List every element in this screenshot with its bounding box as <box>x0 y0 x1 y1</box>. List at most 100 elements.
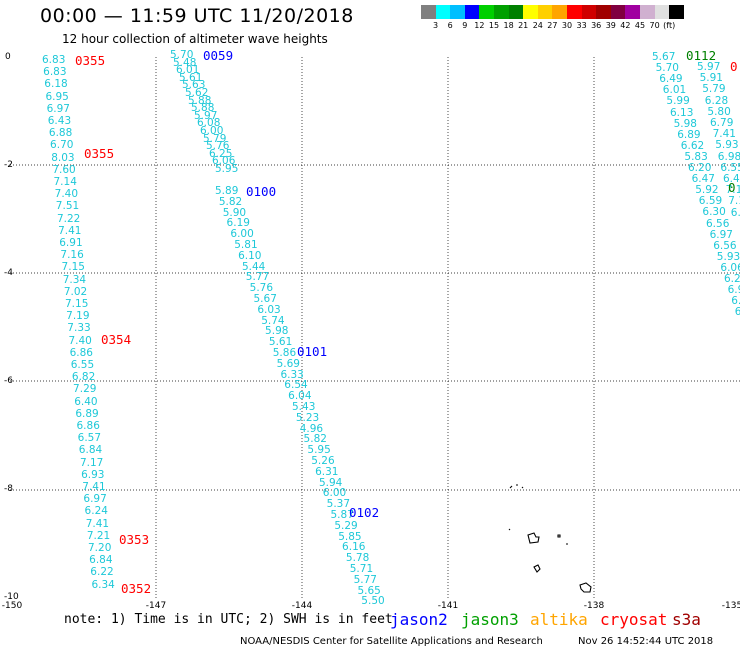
wave-height-value: 5.70 <box>655 62 679 75</box>
wave-height-value: 6.9 <box>731 295 740 308</box>
map-area[interactable] <box>10 57 740 598</box>
longitude-tick-label: -141 <box>437 601 459 611</box>
wave-height-value: 6.30 <box>702 206 726 219</box>
wave-height-value: 5.78 <box>345 552 370 565</box>
color-swatch <box>435 5 451 19</box>
wave-height-value: 5.37 <box>326 498 351 511</box>
wave-height-value: 7.21 <box>86 529 111 542</box>
wave-height-value: 8.03 <box>51 151 75 164</box>
satellite-s3a: s3a <box>672 610 701 629</box>
satellite-jason2: jason2 <box>390 610 448 629</box>
pass-time-label: 0355 <box>84 146 115 161</box>
pass-time-label: 0 <box>730 59 738 74</box>
wave-height-value: 5.61 <box>268 336 293 349</box>
wave-height-value: 6.00 <box>200 125 224 137</box>
wave-height-value: 7.40 <box>68 334 92 347</box>
pass-time-label: 0354 <box>101 332 132 347</box>
wave-height-value: 6.28 <box>704 94 729 107</box>
wave-height-value: 7.33 <box>67 322 91 335</box>
wave-height-value: 7.17 <box>79 456 104 469</box>
wave-height-value: 5.81 <box>234 239 258 251</box>
color-swatch <box>421 5 436 19</box>
color-scale-label: 42 <box>620 21 631 30</box>
wave-height-value: 6.18 <box>44 78 68 91</box>
satellite-altika: altika <box>530 610 588 629</box>
wave-height-value: 6.88 <box>48 127 73 140</box>
wave-height-value: 5.44 <box>241 260 266 273</box>
wave-height-value: 6.47 <box>691 173 715 186</box>
pass-time-label: 0355 <box>75 53 106 68</box>
wave-height-value: 5.48 <box>173 56 197 69</box>
wave-height-value: 7.1 <box>728 195 740 208</box>
satellite-jason3: jason3 <box>461 610 519 629</box>
wave-height-value: 5.62 <box>185 87 209 99</box>
wave-height-value: 6.9 <box>727 284 740 297</box>
wave-height-value: 6.55 <box>70 359 95 371</box>
longitude-tick-label: -135 <box>721 601 740 611</box>
wave-height-value: 5.69 <box>276 357 300 370</box>
color-swatch <box>610 5 626 19</box>
wave-height-value: 6 <box>734 306 740 319</box>
wave-height-value: 5.91 <box>699 72 723 85</box>
wave-height-value: 6.10 <box>238 249 262 262</box>
wave-height-value: 7.40 <box>54 188 79 201</box>
wave-height-value: 6.56 <box>706 217 730 230</box>
wave-height-value: 5.79 <box>702 83 726 96</box>
wave-height-value: 6.84 <box>89 554 113 567</box>
wave-height-value: 6.57 <box>77 432 102 445</box>
wave-height-value: 6.83 <box>43 66 67 79</box>
wave-height-value: 7.34 <box>62 273 87 286</box>
wave-height-value: 6.83 <box>42 54 66 66</box>
map-title: 00:00 — 11:59 UTC 11/20/2018 <box>40 5 354 27</box>
pass-time-label: 0 <box>728 180 736 195</box>
longitude-tick-label: -144 <box>291 601 313 611</box>
pass-time-label: 0059 <box>203 48 234 63</box>
wave-height-value: 6.59 <box>698 195 723 208</box>
wave-height-value: 5.67 <box>652 51 676 63</box>
wave-height-value: 5.76 <box>249 282 274 295</box>
wave-height-value: 6.06 <box>212 155 236 168</box>
wave-height-value: 5.95 <box>215 163 239 175</box>
wave-height-value: 5.50 <box>361 595 385 608</box>
color-scale-label: 36 <box>591 21 602 30</box>
wave-height-value: 6.00 <box>322 487 347 500</box>
wave-height-value: 7.51 <box>55 200 80 213</box>
wave-height-value: 5.97 <box>194 109 218 122</box>
wave-height-value: 6.93 <box>81 468 105 481</box>
map-grid <box>10 57 740 598</box>
wave-height-value: 6.31 <box>315 465 339 478</box>
wave-height-value: 6.24 <box>84 505 108 518</box>
wave-height-value: 5.98 <box>673 117 697 130</box>
color-swatch <box>479 5 494 19</box>
wave-height-value: 6.34 <box>91 578 115 591</box>
wave-height-value: 6.97 <box>46 102 70 115</box>
wave-height-value: 5.71 <box>349 563 374 575</box>
wave-height-value: 7.15 <box>61 261 85 274</box>
satellite-cryosat: cryosat <box>600 610 668 629</box>
map-subtitle: 12 hour collection of altimeter wave hei… <box>62 32 328 46</box>
wave-height-value: 5.93 <box>716 250 740 263</box>
color-scale-label: 45 <box>634 21 646 30</box>
color-scale-label: (ft) <box>663 21 676 30</box>
latitude-tick-label: -8 <box>4 484 13 494</box>
wave-height-value: 5.93 <box>715 139 739 152</box>
latitude-tick-label: -6 <box>4 376 13 386</box>
wave-height-value: 7.16 <box>60 249 84 262</box>
wave-height-value: 5.83 <box>684 150 708 163</box>
wave-height-value: 7.60 <box>52 163 76 176</box>
wave-height-value: 5.79 <box>203 132 227 145</box>
color-scale-legend <box>421 5 684 19</box>
wave-height-value: 6.86 <box>76 420 100 432</box>
wave-height-value: 7.1 <box>725 184 740 197</box>
wave-height-value: 6.91 <box>59 237 83 249</box>
color-scale-label: 70 <box>649 21 660 30</box>
wave-height-value: 6.97 <box>709 228 733 241</box>
wave-height-value: 6.79 <box>710 117 734 129</box>
pass-time-label: 0101 <box>297 344 328 359</box>
wave-height-value: 7.14 <box>53 176 77 188</box>
color-scale-label: 15 <box>488 21 500 30</box>
pass-time-label: 0352 <box>121 581 152 596</box>
wave-height-value: 6.00 <box>230 228 254 241</box>
wave-height-value: 7.29 <box>73 383 97 396</box>
wave-height-value: 7.19 <box>66 310 90 323</box>
